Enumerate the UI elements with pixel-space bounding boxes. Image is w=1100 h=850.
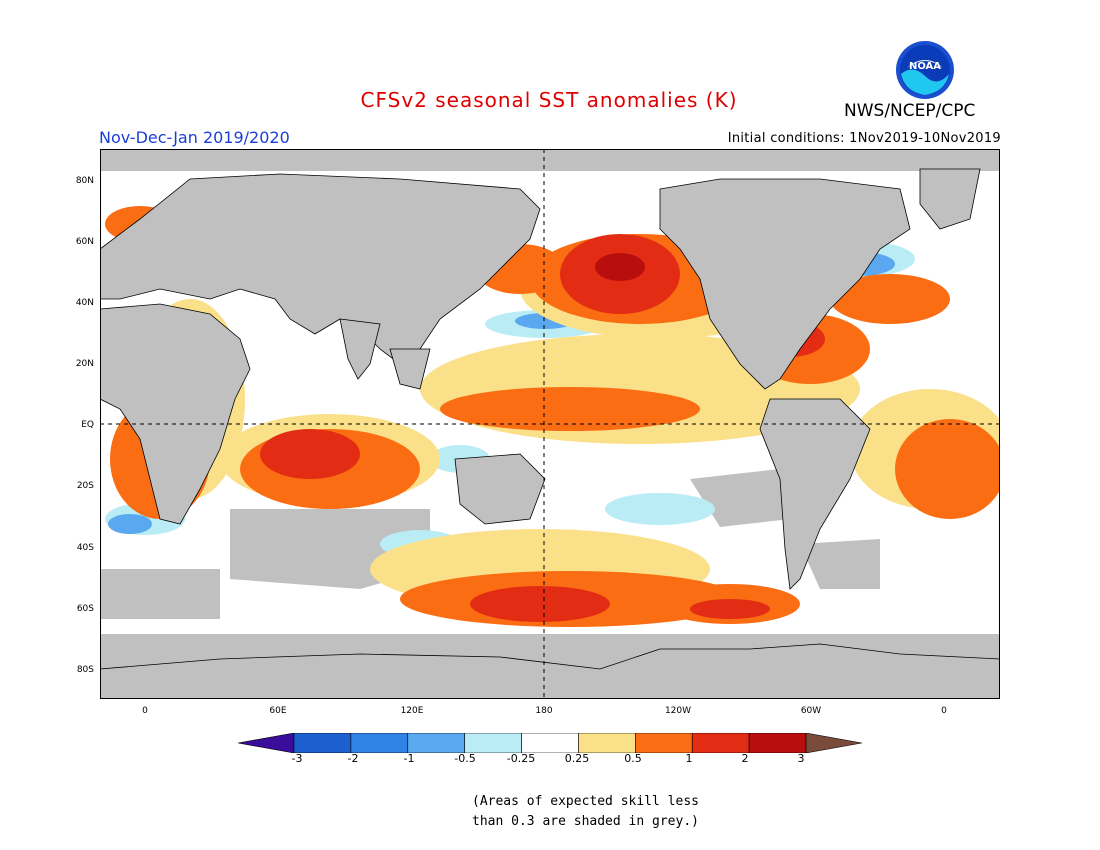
- lat-tick-60n: 60N: [75, 237, 94, 247]
- land-masses: [100, 168, 1000, 699]
- lon-tick-120e: 120E: [400, 706, 424, 716]
- colorbar-label: -3: [291, 752, 303, 765]
- lon-tick-120w: 120W: [664, 706, 692, 716]
- very-strong-positive-anomalies: [595, 253, 645, 281]
- skill-footnote: (Areas of expected skill less than 0.3 a…: [472, 792, 699, 832]
- colorbar-cell: [350, 733, 409, 753]
- lat-tick-80s: 80S: [76, 665, 94, 675]
- colorbar-cell: [521, 733, 579, 753]
- colorbar-label: -1: [403, 752, 415, 765]
- colorbar-cell: [635, 733, 693, 753]
- colorbar-label: 0.5: [624, 752, 642, 765]
- lat-tick-60s: 60S: [76, 604, 94, 614]
- lon-tick-60w: 60W: [800, 706, 822, 716]
- lat-tick-20s: 20S: [76, 481, 94, 491]
- colorbar-cell: [748, 733, 807, 753]
- logo-text: NOAA: [909, 61, 941, 72]
- colorbar-label: 1: [685, 752, 693, 765]
- initial-conditions-label: Initial conditions: 1Nov2019-10Nov2019: [727, 131, 1001, 146]
- colorbar-min-triangle: [238, 733, 295, 753]
- lat-tick-eq: EQ: [81, 420, 94, 430]
- lat-tick-40s: 40S: [76, 543, 94, 553]
- colorbar-label: -0.5: [454, 752, 476, 765]
- agency-label: NWS/NCEP/CPC: [844, 101, 976, 121]
- footnote-line-1: (Areas of expected skill less: [472, 794, 699, 809]
- footnote-line-2: than 0.3 are shaded in grey.): [472, 814, 699, 829]
- colorbar: [238, 733, 862, 753]
- noaa-logo: NOAA: [896, 41, 954, 99]
- lon-tick-0-east: 0: [941, 706, 947, 716]
- colorbar-cell: [464, 733, 522, 753]
- sst-anomaly-map: [100, 149, 1000, 699]
- colorbar-cell: [691, 733, 750, 753]
- colorbar-label: -0.25: [506, 752, 536, 765]
- lon-tick-180: 180: [535, 706, 553, 716]
- season-label: Nov-Dec-Jan 2019/2020: [99, 128, 290, 147]
- colorbar-max-triangle: [805, 733, 862, 753]
- colorbar-label: -2: [347, 752, 359, 765]
- lat-tick-40n: 40N: [75, 298, 94, 308]
- map-title: CFSv2 seasonal SST anomalies (K): [360, 88, 738, 112]
- colorbar-cell: [293, 733, 352, 753]
- lat-tick-80n: 80N: [75, 176, 94, 186]
- colorbar-cell: [578, 733, 636, 753]
- colorbar-label: 0.25: [564, 752, 590, 765]
- lat-tick-20n: 20N: [75, 359, 94, 369]
- lon-tick-0: 0: [142, 706, 148, 716]
- lon-tick-60e: 60E: [269, 706, 287, 716]
- colorbar-label: 2: [741, 752, 749, 765]
- colorbar-cell: [407, 733, 465, 753]
- colorbar-label: 3: [797, 752, 805, 765]
